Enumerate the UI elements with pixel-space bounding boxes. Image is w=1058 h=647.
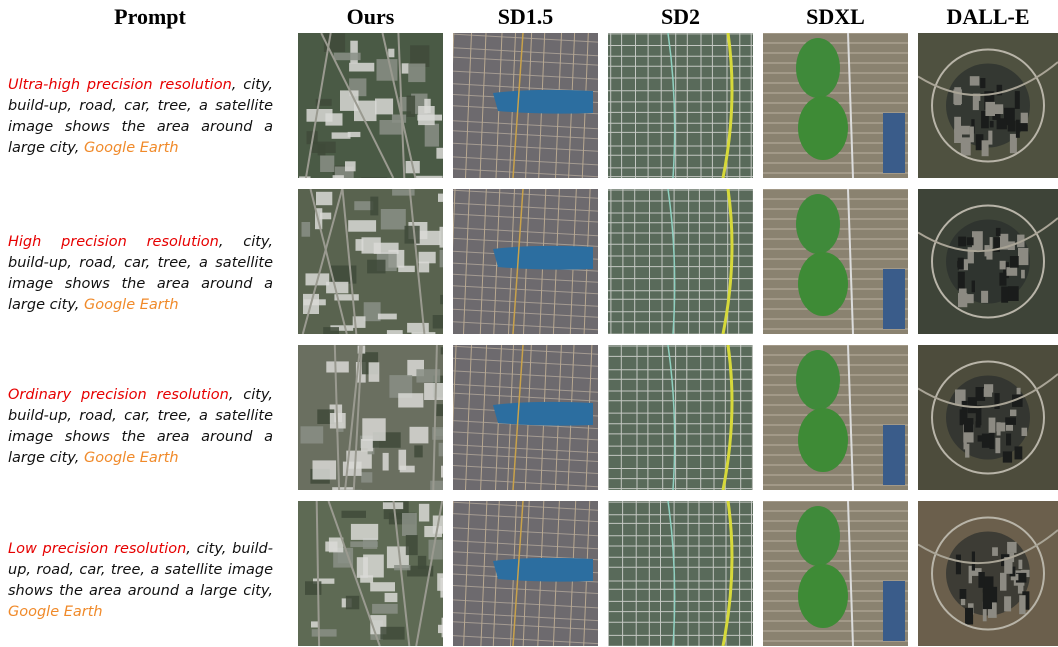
satellite-image-dalle-row-1: [918, 33, 1058, 178]
prompt-row-3: Ordinary precision resolution, city, bui…: [8, 385, 273, 469]
satellite-image-ours-row-3: [298, 345, 443, 490]
satellite-image-dalle-row-3: [918, 345, 1058, 490]
prompt-row-1: Ultra-high precision resolution, city, b…: [8, 75, 273, 159]
header-sdxl: SDXL: [763, 4, 908, 30]
satellite-image-ours-row-1: [298, 33, 443, 178]
satellite-image-sd15-row-3: [453, 345, 598, 490]
header-ours: Ours: [298, 4, 443, 30]
prompt-tail: Google Earth: [84, 297, 179, 313]
header-sd15: SD1.5: [453, 4, 598, 30]
satellite-image-sd2-row-2: [608, 189, 753, 334]
satellite-image-ours-row-2: [298, 189, 443, 334]
prompt-resolution: Ordinary precision resolution: [8, 387, 229, 403]
prompt-resolution: Ultra-high precision resolution: [8, 77, 232, 93]
satellite-image-sd15-row-4: [453, 501, 598, 646]
prompt-tail: Google Earth: [84, 450, 179, 466]
satellite-image-dalle-row-2: [918, 189, 1058, 334]
satellite-image-sdxl-row-2: [763, 189, 908, 334]
satellite-image-dalle-row-4: [918, 501, 1058, 646]
satellite-image-ours-row-4: [298, 501, 443, 646]
satellite-image-sd2-row-4: [608, 501, 753, 646]
header-prompt: Prompt: [100, 4, 200, 30]
header-sd2: SD2: [608, 4, 753, 30]
prompt-row-4: Low precision resolution, city, build-up…: [8, 539, 273, 623]
prompt-resolution: Low precision resolution: [8, 541, 186, 557]
prompt-tail: Google Earth: [84, 140, 179, 156]
prompt-row-2: High precision resolution, city, build-u…: [8, 232, 273, 316]
prompt-resolution: High precision resolution: [8, 234, 219, 250]
satellite-image-sdxl-row-1: [763, 33, 908, 178]
satellite-image-sd2-row-3: [608, 345, 753, 490]
satellite-image-sdxl-row-4: [763, 501, 908, 646]
satellite-image-sd2-row-1: [608, 33, 753, 178]
satellite-image-sd15-row-1: [453, 33, 598, 178]
prompt-tail: Google Earth: [8, 604, 103, 620]
header-dalle: DALL-E: [918, 4, 1058, 30]
satellite-image-sd15-row-2: [453, 189, 598, 334]
satellite-image-sdxl-row-3: [763, 345, 908, 490]
